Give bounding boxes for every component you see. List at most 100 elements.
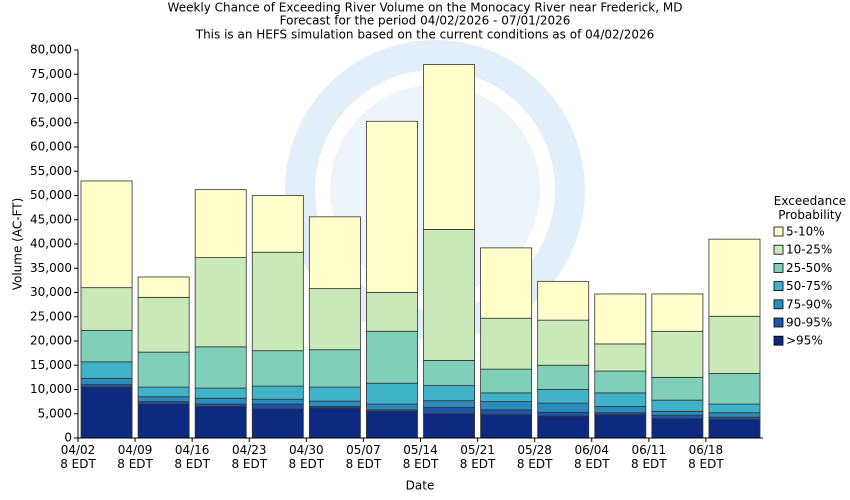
legend-label: 10-25% bbox=[786, 243, 832, 257]
chart-note: This is an HEFS simulation based on the … bbox=[195, 28, 655, 42]
bar-segment bbox=[537, 389, 590, 404]
legend-swatch bbox=[773, 226, 784, 237]
bar-segment bbox=[308, 216, 361, 290]
bar-segment bbox=[80, 377, 133, 386]
chart-subtitle: Forecast for the period 04/02/2026 - 07/… bbox=[280, 14, 571, 28]
y-tick-label: 80,000 bbox=[30, 43, 72, 57]
y-tick-label: 15,000 bbox=[30, 358, 72, 372]
bar-segment bbox=[366, 330, 418, 384]
bar-segment bbox=[423, 407, 475, 415]
bar-segment bbox=[251, 385, 304, 400]
bar-segment bbox=[537, 415, 590, 439]
y-tick-label: 20,000 bbox=[30, 334, 72, 348]
y-tick-label: 55,000 bbox=[30, 164, 72, 178]
bar-segment bbox=[251, 350, 304, 387]
bar-segment bbox=[537, 280, 590, 321]
bar-segment bbox=[366, 382, 418, 405]
legend-swatch bbox=[773, 262, 784, 273]
y-tick-label: 35,000 bbox=[30, 261, 72, 275]
bar-segment bbox=[423, 229, 475, 361]
bar-segment bbox=[594, 406, 647, 414]
bar-segment bbox=[366, 292, 418, 332]
bar-segment bbox=[137, 396, 190, 403]
bar-segment bbox=[594, 343, 647, 372]
legend-label: >95% bbox=[786, 334, 823, 348]
legend-swatch bbox=[773, 281, 784, 292]
legend-title: Exceedance Probability bbox=[773, 194, 847, 222]
bar-segment bbox=[251, 195, 304, 253]
bar-segment bbox=[480, 368, 533, 394]
bar-segment bbox=[251, 403, 304, 410]
x-tick-label: 05/07 8 EDT bbox=[345, 443, 382, 471]
bar-segment bbox=[651, 410, 704, 416]
bar-segment bbox=[366, 403, 418, 411]
x-tick-label: 06/11 8 EDT bbox=[631, 443, 667, 471]
y-tick-label: 45,000 bbox=[30, 212, 72, 226]
x-tick-label: 05/21 8 EDT bbox=[459, 443, 496, 471]
bar-segment bbox=[80, 329, 133, 363]
bar-segment bbox=[708, 315, 761, 374]
legend-label: 25-50% bbox=[786, 261, 832, 275]
bar-segment bbox=[423, 413, 475, 439]
bar-segment bbox=[594, 370, 647, 394]
bar-segment bbox=[651, 418, 704, 439]
bar-segment bbox=[308, 386, 361, 402]
legend-swatch bbox=[773, 335, 784, 346]
y-tick-label: 70,000 bbox=[30, 91, 72, 105]
bar-segment bbox=[480, 392, 533, 403]
bar-segment bbox=[708, 238, 761, 317]
bar-segment bbox=[594, 392, 647, 407]
bar-segment bbox=[480, 414, 533, 439]
bar-segment bbox=[651, 293, 704, 332]
bar-segment bbox=[80, 287, 133, 331]
bar-segment bbox=[708, 412, 761, 418]
bar-segment bbox=[194, 397, 247, 405]
y-tick-label: 25,000 bbox=[30, 309, 72, 323]
bar-segment bbox=[137, 276, 190, 298]
bar-segment bbox=[137, 403, 190, 439]
chart-title: Weekly Chance of Exceeding River Volume … bbox=[168, 1, 683, 15]
bar-segment bbox=[194, 189, 247, 258]
y-tick-label: 10,000 bbox=[30, 382, 72, 396]
x-axis-label: Date bbox=[406, 479, 435, 493]
bar-segment bbox=[594, 293, 647, 345]
bar-segment bbox=[651, 414, 704, 419]
legend-swatch bbox=[773, 244, 784, 255]
bar-segment bbox=[537, 402, 590, 413]
legend-label: 75-90% bbox=[786, 297, 832, 311]
legend-swatch bbox=[773, 317, 784, 328]
y-tick-label: 30,000 bbox=[30, 285, 72, 299]
bar-segment bbox=[708, 373, 761, 405]
bar-segment bbox=[366, 120, 418, 293]
bar-segment bbox=[308, 400, 361, 407]
bar-segment bbox=[537, 411, 590, 417]
legend-label: 5-10% bbox=[786, 225, 825, 239]
legend-swatch bbox=[773, 299, 784, 310]
y-tick-label: 75,000 bbox=[30, 67, 72, 81]
bar-segment bbox=[251, 408, 304, 439]
bar-segment bbox=[651, 376, 704, 401]
bar-segment bbox=[651, 399, 704, 412]
bar-segment bbox=[651, 330, 704, 378]
y-tick-label: 65,000 bbox=[30, 115, 72, 129]
y-tick-label: 0 bbox=[64, 431, 72, 445]
legend-label: 90-95% bbox=[786, 316, 832, 330]
x-tick-label: 05/28 8 EDT bbox=[516, 443, 553, 471]
bar-segment bbox=[308, 349, 361, 388]
bar-segment bbox=[137, 296, 190, 353]
bar-segment bbox=[708, 419, 761, 439]
bar-segment bbox=[137, 351, 190, 388]
bar-segment bbox=[594, 414, 647, 439]
bar-segment bbox=[194, 257, 247, 348]
bar-segment bbox=[194, 387, 247, 399]
bar-segment bbox=[423, 385, 475, 402]
bar-segment bbox=[251, 251, 304, 352]
bar-segment bbox=[194, 346, 247, 389]
bar-segment bbox=[80, 180, 133, 289]
bar-segment bbox=[308, 407, 361, 439]
bar-segment bbox=[194, 406, 247, 439]
bar-segment bbox=[480, 409, 533, 416]
bar-segment bbox=[251, 398, 304, 405]
